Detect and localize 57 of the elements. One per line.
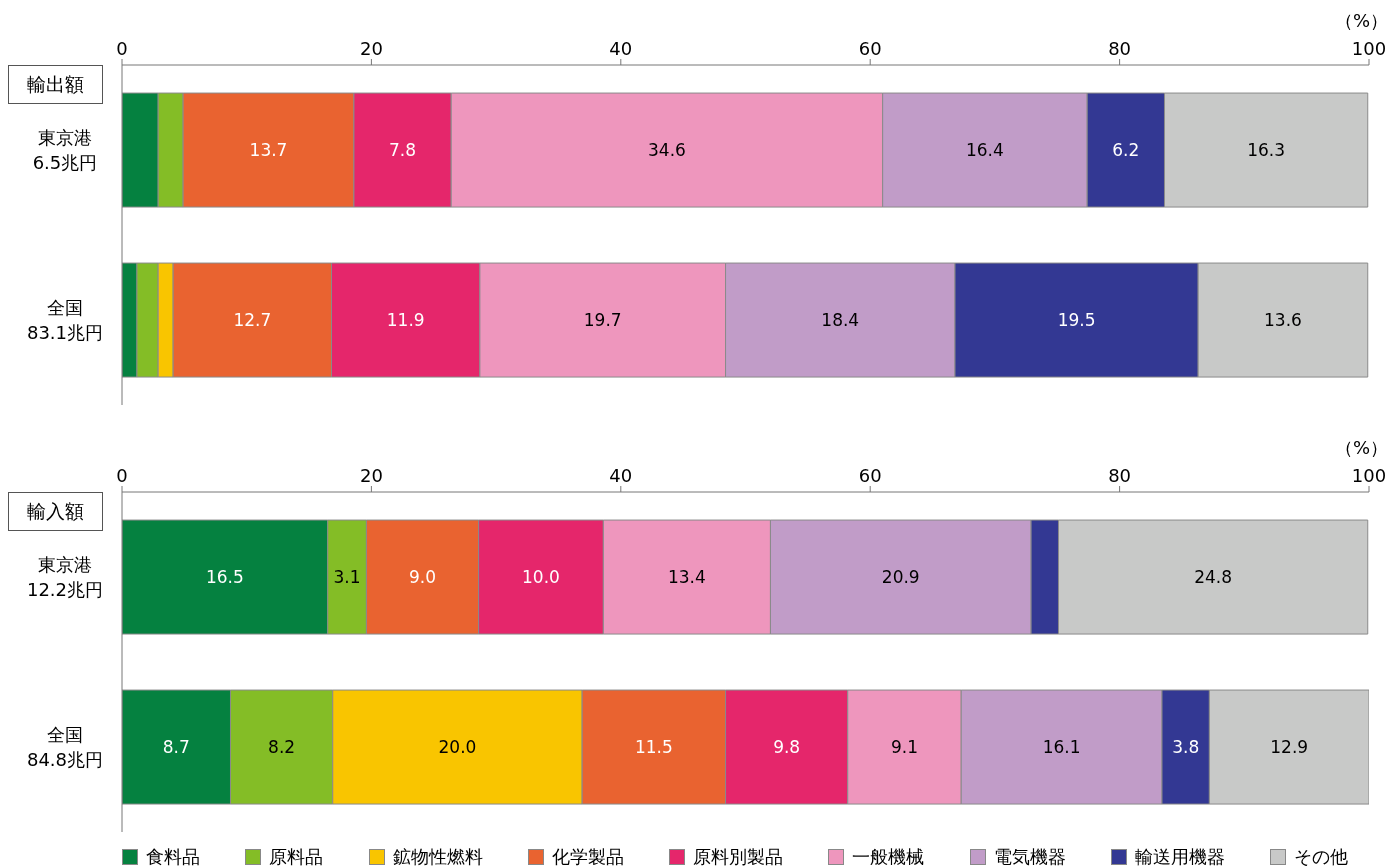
x-tick-label: 0 <box>116 38 128 59</box>
legend-label: その他 <box>1294 845 1348 868</box>
data-label: 16.1 <box>1042 737 1081 758</box>
x-axis-title: （%） <box>1334 437 1388 458</box>
chart-title: 輸入額 <box>27 498 84 524</box>
data-label: 20.0 <box>438 737 477 758</box>
x-axis-title: （%） <box>1334 10 1388 31</box>
data-label: 16.5 <box>205 567 244 588</box>
data-label: 13.4 <box>667 567 706 588</box>
legend-label: 輸送用機器 <box>1134 845 1225 868</box>
data-label: 7.8 <box>389 140 417 161</box>
x-tick-label: 20 <box>359 465 383 486</box>
data-label: 3.1 <box>333 567 361 588</box>
legend-label: 原料別製品 <box>693 845 783 868</box>
data-label: 13.7 <box>249 140 288 161</box>
data-label: 9.8 <box>773 737 801 758</box>
data-label: 20.9 <box>881 567 920 588</box>
data-label: 19.5 <box>1057 310 1096 331</box>
data-label: 9.0 <box>409 567 437 588</box>
x-tick-label: 0 <box>116 465 128 486</box>
x-tick-label: 100 <box>1351 465 1387 486</box>
data-label: 24.8 <box>1194 567 1233 588</box>
legend-label: 化学製品 <box>551 845 624 868</box>
data-label: 16.4 <box>965 140 1004 161</box>
x-tick-label: 60 <box>858 465 882 486</box>
data-label: 13.6 <box>1264 310 1302 331</box>
data-label: 34.6 <box>648 140 686 161</box>
data-label: 10.0 <box>522 567 560 588</box>
x-tick-label: 40 <box>609 38 633 59</box>
legend-label: 一般機械 <box>852 845 925 868</box>
legend-label: 電気機器 <box>993 845 1066 868</box>
x-tick-label: 80 <box>1108 465 1132 486</box>
y-tick-label: 全国 84.8兆円 <box>26 723 104 770</box>
data-label: 12.7 <box>233 310 272 331</box>
legend-label: 食料品 <box>146 845 200 868</box>
data-label: 16.3 <box>1247 140 1286 161</box>
data-label: 12.9 <box>1270 737 1309 758</box>
x-tick-label: 100 <box>1351 38 1387 59</box>
data-label: 11.9 <box>386 310 425 331</box>
x-tick-label: 80 <box>1108 38 1132 59</box>
x-tick-label: 60 <box>858 38 882 59</box>
legend-label: 原料品 <box>269 845 324 868</box>
x-tick-label: 20 <box>359 38 383 59</box>
data-label: 8.7 <box>162 737 190 758</box>
data-label: 9.1 <box>890 737 919 758</box>
data-label: 11.5 <box>634 737 673 758</box>
data-label: 3.8 <box>1172 737 1200 758</box>
legend-label: 鉱物性燃料 <box>392 845 483 868</box>
chart-title: 輸出額 <box>27 71 84 97</box>
y-tick-label: 全国 83.1兆円 <box>26 296 104 343</box>
y-tick-label: 東京港 12.2兆円 <box>26 553 104 600</box>
data-label: 19.7 <box>583 310 622 331</box>
data-label: 8.2 <box>268 737 296 758</box>
x-tick-label: 40 <box>609 465 633 486</box>
data-label: 18.4 <box>821 310 860 331</box>
y-tick-label: 東京港 6.5兆円 <box>32 126 98 173</box>
data-label: 6.2 <box>1112 140 1140 161</box>
